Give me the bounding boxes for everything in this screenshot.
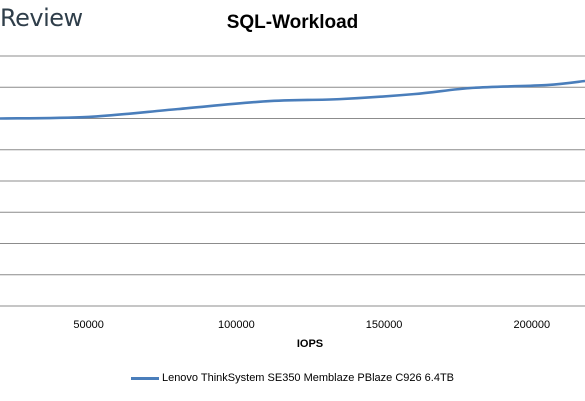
chart-title: SQL-Workload [226, 12, 359, 33]
x-tick-label: 50000 [73, 319, 104, 331]
legend: Lenovo ThinkSystem SE350 Memblaze PBlaze… [0, 372, 585, 384]
x-tick-label: 100000 [218, 319, 255, 331]
x-tick-label: 150000 [366, 319, 403, 331]
legend-label: Lenovo ThinkSystem SE350 Memblaze PBlaze… [161, 372, 455, 384]
brand-logo: Review [0, 4, 83, 32]
legend-swatch [130, 376, 159, 380]
x-tick-labels: 50000 100000 150000 200000 [73, 319, 550, 331]
x-axis-label: IOPS [297, 338, 323, 350]
gridlines [0, 55, 585, 307]
x-tick-label: 200000 [513, 319, 550, 331]
series-line [0, 79, 585, 120]
